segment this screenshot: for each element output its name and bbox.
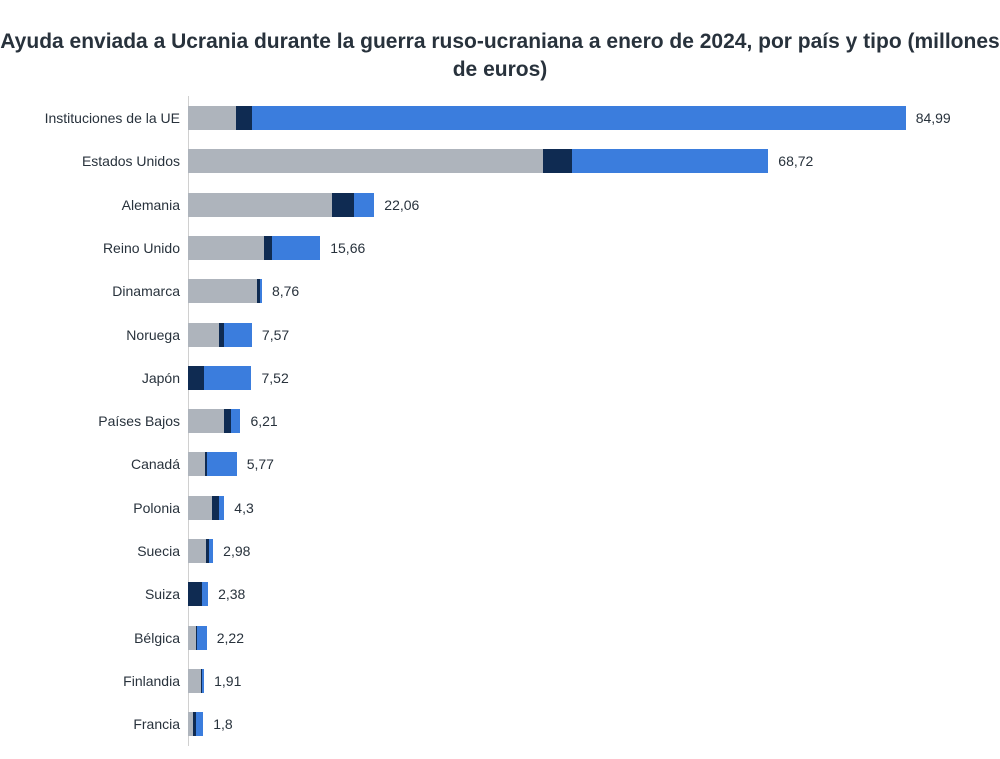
bar-stack <box>188 106 906 130</box>
bar-stack <box>188 193 374 217</box>
bar-segment <box>231 409 240 433</box>
bar-stack <box>188 539 213 563</box>
bar-row: Suecia2,98 <box>188 539 948 563</box>
bar-segment <box>572 149 768 173</box>
bar-row: Finlandia1,91 <box>188 669 948 693</box>
category-label: Reino Unido <box>103 240 188 256</box>
category-label: Canadá <box>131 456 188 472</box>
bar-row: Bélgica2,22 <box>188 626 948 650</box>
value-label: 2,38 <box>208 586 245 602</box>
bar-segment <box>188 236 264 260</box>
value-label: 84,99 <box>906 110 951 126</box>
category-label: Japón <box>142 370 188 386</box>
value-label: 5,77 <box>237 456 274 472</box>
value-label: 2,98 <box>213 543 250 559</box>
value-label: 15,66 <box>320 240 365 256</box>
category-label: Suiza <box>145 586 188 602</box>
chart-title: Ayuda enviada a Ucrania durante la guerr… <box>0 28 1000 85</box>
bar-row: Reino Unido15,66 <box>188 236 948 260</box>
plot-area: Instituciones de la UE84,99 Estados Unido… <box>188 96 948 746</box>
bar-segment <box>207 452 236 476</box>
value-label: 4,3 <box>224 500 253 516</box>
bar-segment <box>332 193 355 217</box>
value-label: 1,91 <box>204 673 241 689</box>
bar-segment <box>188 582 202 606</box>
category-label: Noruega <box>126 327 188 343</box>
bar-stack <box>188 712 203 736</box>
bar-segment <box>196 712 203 736</box>
bar-segment <box>224 409 231 433</box>
bar-segment <box>188 366 204 390</box>
bar-segment <box>197 626 206 650</box>
value-label: 22,06 <box>374 197 419 213</box>
bar-segment <box>188 539 206 563</box>
value-label: 2,22 <box>207 630 244 646</box>
value-label: 68,72 <box>768 153 813 169</box>
value-label: 7,52 <box>252 370 289 386</box>
bar-stack <box>188 323 252 347</box>
bar-stack <box>188 582 208 606</box>
bar-segment <box>188 149 543 173</box>
bar-stack <box>188 626 207 650</box>
category-label: Alemania <box>122 197 188 213</box>
bar-segment <box>236 106 252 130</box>
bar-stack <box>188 366 252 390</box>
bar-segment <box>188 496 212 520</box>
bar-row: Países Bajos6,21 <box>188 409 948 433</box>
bar-row: Noruega7,57 <box>188 323 948 347</box>
bar-stack <box>188 236 320 260</box>
bar-row: Polonia4,3 <box>188 496 948 520</box>
bar-stack <box>188 149 768 173</box>
bar-row: Alemania22,06 <box>188 193 948 217</box>
bar-stack <box>188 279 262 303</box>
bar-row: Dinamarca8,76 <box>188 279 948 303</box>
bar-row: Francia1,8 <box>188 712 948 736</box>
value-label: 1,8 <box>203 716 232 732</box>
bar-segment <box>188 669 201 693</box>
bar-segment <box>212 496 220 520</box>
bar-segment <box>188 279 257 303</box>
bar-segment <box>188 626 196 650</box>
bar-stack <box>188 409 240 433</box>
category-label: Estados Unidos <box>82 153 188 169</box>
category-label: Bélgica <box>134 630 188 646</box>
bar-segment <box>188 106 236 130</box>
category-label: Finlandia <box>123 673 188 689</box>
value-label: 8,76 <box>262 283 299 299</box>
bar-segment <box>354 193 374 217</box>
category-label: Instituciones de la UE <box>45 110 188 126</box>
bar-stack <box>188 496 224 520</box>
category-label: Francia <box>133 716 188 732</box>
bar-segment <box>224 323 252 347</box>
bar-segment <box>204 366 251 390</box>
category-label: Dinamarca <box>112 283 188 299</box>
value-label: 7,57 <box>252 327 289 343</box>
bar-row: Japón7,52 <box>188 366 948 390</box>
bar-segment <box>188 409 224 433</box>
bar-stack <box>188 452 237 476</box>
bar-segment <box>252 106 906 130</box>
bar-segment <box>188 323 219 347</box>
bar-row: Estados Unidos68,72 <box>188 149 948 173</box>
category-label: Países Bajos <box>98 413 188 429</box>
bar-segment <box>188 452 205 476</box>
bar-segment <box>188 193 332 217</box>
bar-segment <box>264 236 272 260</box>
bar-segment <box>272 236 320 260</box>
value-label: 6,21 <box>240 413 277 429</box>
bar-stack <box>188 669 204 693</box>
bar-row: Suiza2,38 <box>188 582 948 606</box>
category-label: Suecia <box>137 543 188 559</box>
bar-segment <box>543 149 573 173</box>
category-label: Polonia <box>133 500 188 516</box>
bar-row: Instituciones de la UE84,99 <box>188 106 948 130</box>
bar-row: Canadá5,77 <box>188 452 948 476</box>
